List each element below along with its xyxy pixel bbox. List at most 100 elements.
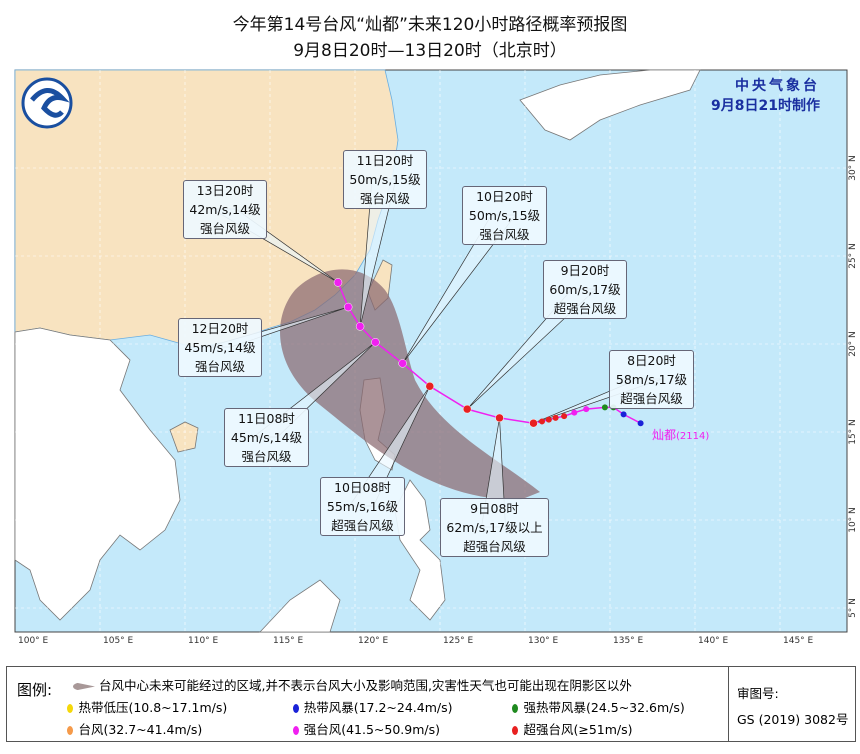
- legend-item-label: 热带低压(10.8~17.1m/s): [78, 700, 228, 715]
- label-time: 8日20时: [627, 353, 676, 368]
- past-track-point: [601, 404, 608, 411]
- lon-tick-label: 100° E: [18, 636, 49, 646]
- lat-tick-label: 30° N: [848, 155, 858, 181]
- lat-tick-label: 10° N: [848, 507, 858, 533]
- forecast-point[interactable]: [355, 322, 365, 331]
- forecast-label: 12日20时 45m/s,14级 强台风级: [178, 318, 262, 377]
- forecast-label: 8日20时 58m/s,17级 超强台风级: [609, 350, 694, 409]
- lon-tick-label: 110° E: [188, 636, 219, 646]
- label-grade: 强台风级: [199, 221, 250, 236]
- forecast-point[interactable]: [495, 413, 504, 423]
- typhoon-symbol-icon: [67, 704, 74, 713]
- typhoon-symbol-icon: [512, 704, 519, 713]
- legend-item: 超强台风(≥51m/s): [512, 719, 633, 738]
- map-title: 今年第14号台风“灿都”未来120小时路径概率预报图: [232, 15, 628, 35]
- forecast-label: 10日08时 55m/s,16级 超强台风级: [320, 477, 405, 536]
- lon-tick-label: 125° E: [443, 636, 474, 646]
- forecast-point[interactable]: [343, 302, 353, 312]
- legend-item: 热带风暴(17.2~24.4m/s): [292, 697, 453, 716]
- approval-block: 审图号: GS (2019) 3082号: [728, 667, 855, 741]
- label-grade: 强台风级: [194, 359, 245, 374]
- typhoon-name-label: 灿都(2114): [652, 426, 709, 443]
- agency-name: 中央气象台: [735, 78, 820, 94]
- hainan: [169, 421, 199, 453]
- lat-tick-label: 25° N: [848, 243, 858, 269]
- lat-tick-label: 5° N: [848, 598, 858, 618]
- lon-tick-label: 115° E: [273, 636, 304, 646]
- cone-icon: [73, 682, 95, 691]
- past-track-point: [620, 411, 627, 418]
- past-track-point: [583, 406, 590, 413]
- legend-item-label: 超强台风(≥51m/s): [523, 722, 633, 737]
- approval-label: 审图号:: [737, 686, 779, 701]
- label-grade: 超强台风级: [553, 301, 617, 316]
- label-grade: 超强台风级: [620, 391, 683, 406]
- past-track-point: [552, 414, 559, 421]
- typhoon-symbol-icon: [67, 726, 74, 735]
- legend-item-label: 强台风(41.5~50.9m/s): [303, 722, 440, 737]
- lon-tick-label: 130° E: [528, 636, 559, 646]
- label-time: 12日20时: [191, 321, 249, 336]
- forecast-point[interactable]: [371, 337, 380, 347]
- label-wind: 62m/s,17级以上: [446, 520, 543, 535]
- label-grade: 强台风级: [479, 227, 530, 242]
- legend-item: 强台风(41.5~50.9m/s): [292, 719, 440, 738]
- map-subtitle: 9月8日20时—13日20时（北京时）: [293, 41, 567, 61]
- typhoon-code: (2114): [676, 431, 710, 442]
- typhoon-symbol-icon: [292, 726, 299, 735]
- lat-tick-label: 15° N: [848, 419, 858, 445]
- lon-tick-label: 105° E: [103, 636, 134, 646]
- agency-block: 中央气象台 9月8日21时制作: [711, 76, 820, 116]
- label-grade: 超强台风级: [331, 518, 394, 533]
- label-time: 11日20时: [356, 153, 414, 168]
- label-grade: 超强台风级: [463, 539, 526, 554]
- lat-tick-label: 20° N: [848, 331, 858, 357]
- label-wind: 50m/s,15级: [468, 208, 541, 223]
- label-time: 10日08时: [334, 480, 391, 495]
- label-wind: 45m/s,14级: [230, 430, 303, 445]
- lon-tick-label: 135° E: [613, 636, 644, 646]
- forecast-point[interactable]: [398, 359, 407, 368]
- japan: [519, 69, 701, 141]
- legend-cone: 台风中心未来可能经过的区域,并不表示台风大小及影响范围,灾害性天气也可能出现在阴…: [73, 675, 632, 694]
- probability-cone: [280, 269, 540, 500]
- forecast-point[interactable]: [425, 381, 435, 391]
- label-time: 13日20时: [196, 183, 254, 198]
- forecast-point[interactable]: [333, 278, 343, 287]
- forecast-label: 10日20时 50m/s,15级 强台风级: [462, 186, 547, 245]
- legend-item: 强热带风暴(24.5~32.6m/s): [512, 697, 685, 716]
- approval-number: GS (2019) 3082号: [737, 712, 849, 727]
- borneo: [259, 579, 341, 633]
- legend: 图例: 台风中心未来可能经过的区域,并不表示台风大小及影响范围,灾害性天气也可能…: [6, 666, 856, 742]
- past-track-point: [571, 409, 578, 416]
- forecast-label: 9日08时 62m/s,17级以上 超强台风级: [440, 498, 549, 557]
- forecast-point[interactable]: [462, 404, 472, 414]
- past-track-point: [561, 413, 568, 420]
- label-grade: 强台风级: [359, 191, 410, 206]
- label-wind: 60m/s,17级: [549, 282, 621, 297]
- legend-item-label: 强热带风暴(24.5~32.6m/s): [523, 700, 685, 715]
- typhoon-name: 灿都: [652, 428, 677, 442]
- legend-item: 台风(32.7~41.4m/s): [67, 719, 202, 738]
- forecast-label: 13日20时 42m/s,14级 强台风级: [183, 180, 267, 239]
- legend-cone-text: 台风中心未来可能经过的区域,并不表示台风大小及影响范围,灾害性天气也可能出现在阴…: [98, 678, 632, 693]
- issue-time: 9月8日21时制作: [711, 98, 820, 114]
- cma-logo: [21, 77, 73, 129]
- past-track-point: [539, 418, 545, 425]
- label-wind: 45m/s,14级: [184, 340, 256, 355]
- label-time: 10日20时: [476, 189, 533, 204]
- label-time: 9日20时: [560, 263, 610, 278]
- forecast-label: 11日20时 50m/s,15级 强台风级: [343, 150, 427, 209]
- typhoon-symbol-icon: [512, 726, 519, 735]
- lon-tick-label: 120° E: [358, 636, 389, 646]
- legend-item-label: 热带风暴(17.2~24.4m/s): [303, 700, 453, 715]
- past-track-point: [545, 416, 552, 423]
- label-wind: 50m/s,15级: [349, 172, 421, 187]
- track-points: [333, 278, 644, 428]
- label-wind: 42m/s,14级: [189, 202, 261, 217]
- map-canvas: 100° E 105° E 110° E 115° E 120° E 125° E 130°…: [14, 69, 858, 646]
- legend-header: 图例:: [17, 681, 53, 699]
- forecast-point[interactable]: [529, 418, 538, 428]
- lon-tick-label: 140° E: [698, 636, 729, 646]
